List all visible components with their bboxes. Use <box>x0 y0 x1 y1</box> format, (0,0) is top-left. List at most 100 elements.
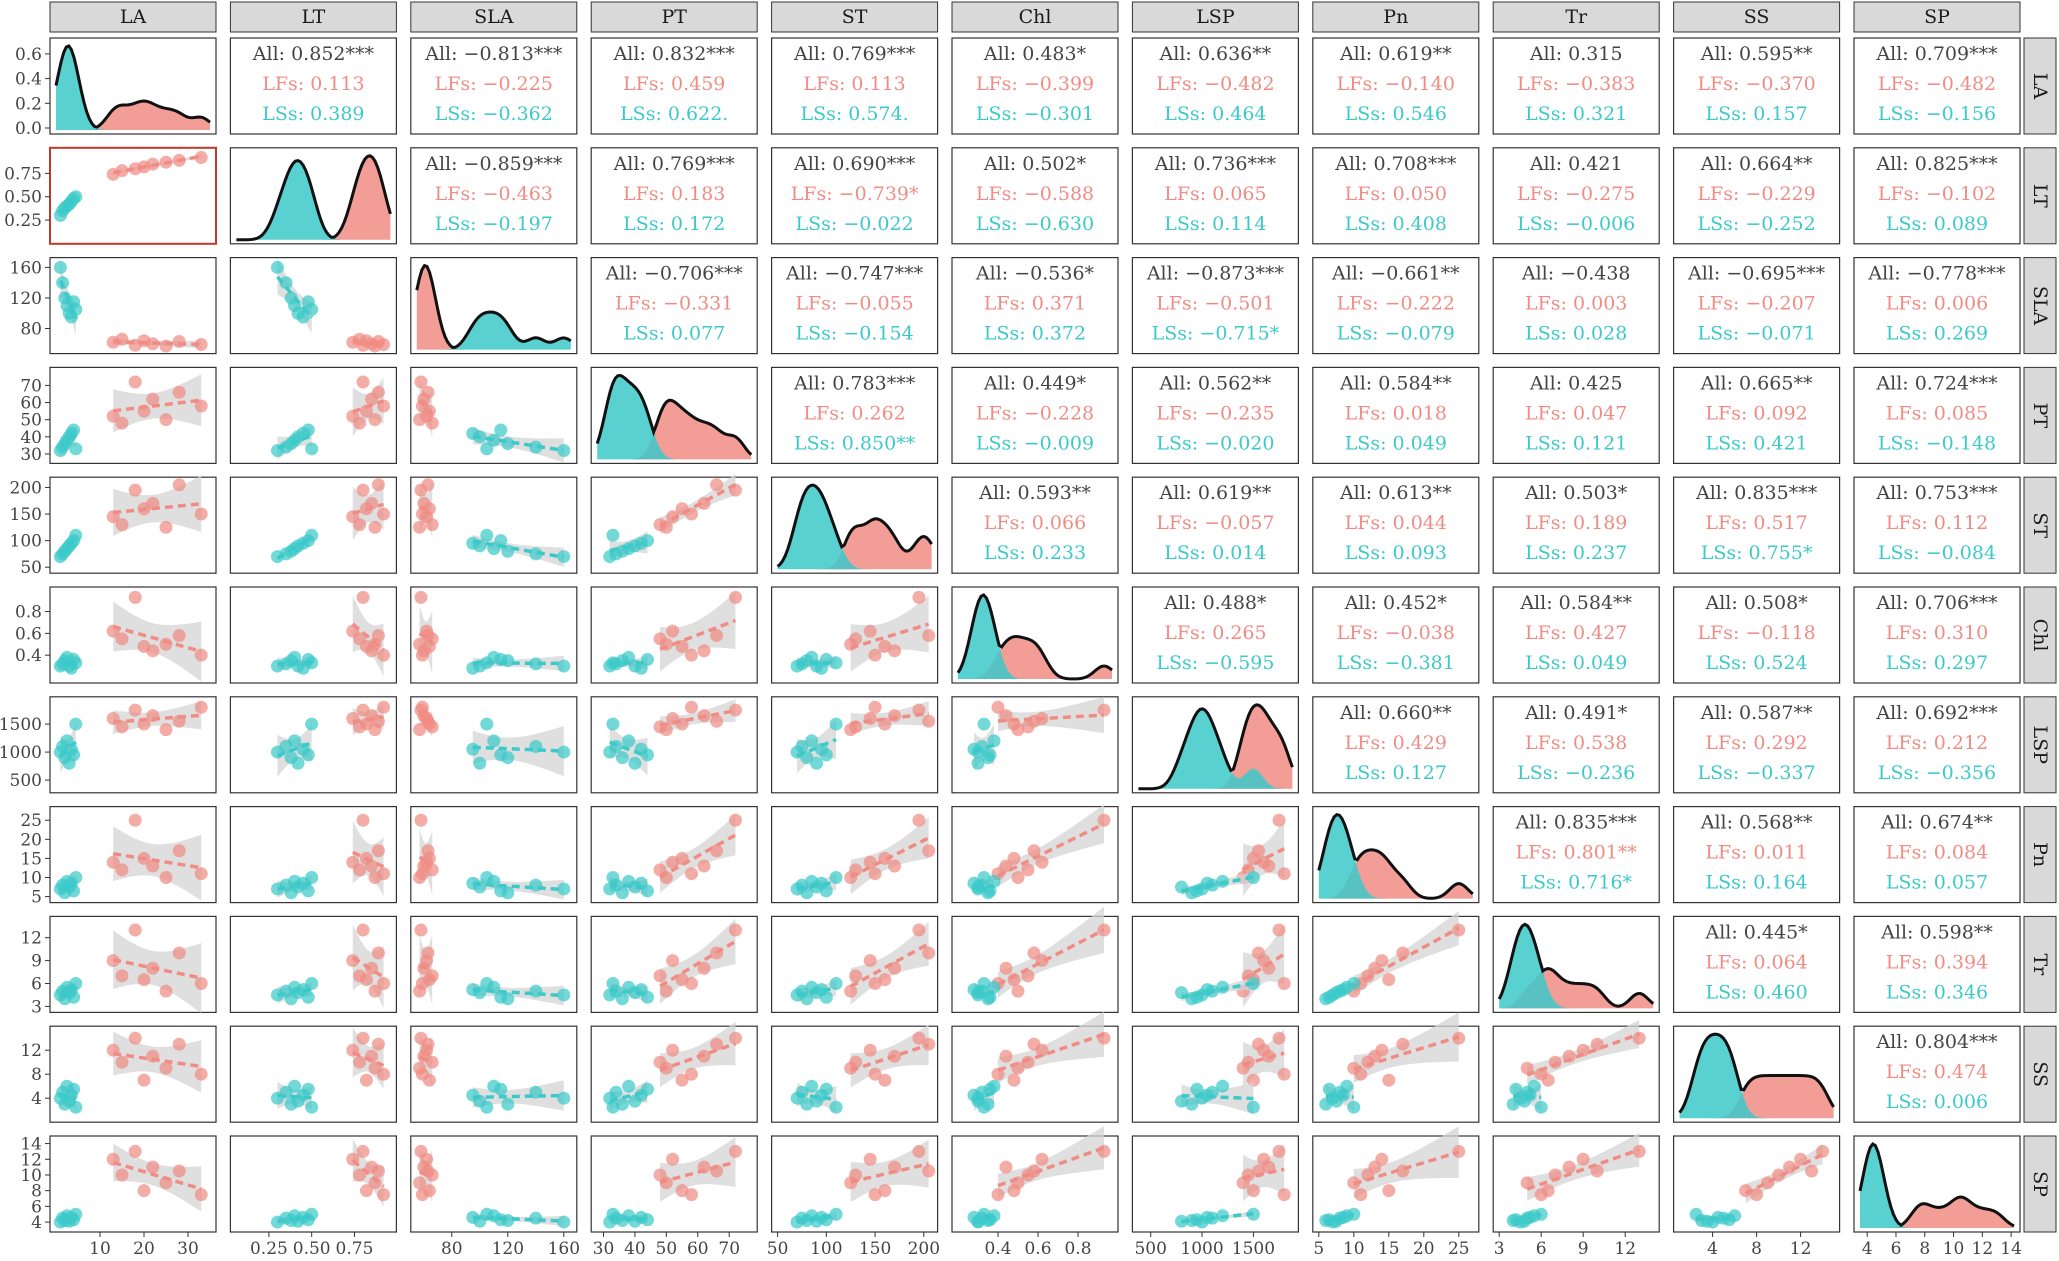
data-point-lfs <box>159 871 173 885</box>
data-point-lss <box>305 1100 319 1114</box>
data-point-lfs <box>415 700 429 714</box>
y-tick-label-la: 0.2 <box>15 94 42 114</box>
data-point-lfs <box>356 483 370 497</box>
data-point-lss <box>805 1079 819 1093</box>
data-point-lss <box>640 534 654 548</box>
data-point-lss <box>279 276 293 290</box>
data-point-lfs <box>844 637 858 651</box>
panel-pt-lsp: All: 0.562** LFs: −0.235 LSs: −0.020 <box>1131 366 1300 464</box>
corr-all-coef: All: 0.783*** <box>793 372 916 394</box>
data-point-lfs <box>371 844 385 858</box>
data-point-lss <box>967 1088 981 1102</box>
data-point-lfs <box>115 969 129 983</box>
corr-all-coef: All: 0.421 <box>1529 153 1623 175</box>
panel-ss-st <box>770 1024 939 1123</box>
data-point-lss <box>67 423 81 437</box>
y-tick-label-pt: 40 <box>20 428 42 448</box>
data-point-lss <box>819 748 833 762</box>
y-tick-label-st: 50 <box>20 558 42 578</box>
fit-line-lfs <box>659 939 737 988</box>
panel-st-ss: All: 0.835*** LFs: 0.517 LSs: 0.755* <box>1672 476 1841 574</box>
corr-all-coef: All: 0.664** <box>1700 153 1813 175</box>
panel-frame <box>1312 696 1480 794</box>
corr-lfs-coef: LFs: −0.501 <box>1156 293 1274 315</box>
data-point-lss <box>480 717 494 731</box>
data-point-lss <box>609 1085 623 1099</box>
data-point-lfs <box>659 723 673 737</box>
confidence-band-lfs <box>1353 1126 1459 1199</box>
data-point-lss <box>977 976 991 990</box>
data-point-lfs <box>675 639 689 653</box>
panel-ss-pt <box>590 1021 758 1123</box>
x-tick-label-la: 30 <box>177 1239 199 1259</box>
fit-line-lfs <box>1242 952 1286 982</box>
panel-sp-pt <box>590 1135 758 1233</box>
data-point-lfs <box>697 1049 711 1063</box>
panel-pn-pt <box>590 805 758 904</box>
panel-sla-ss: All: −0.695*** LFs: −0.207 LSs: −0.071 <box>1672 257 1841 355</box>
data-point-lfs <box>377 1188 391 1202</box>
corr-lfs-coef: LFs: −0.102 <box>1878 183 1996 205</box>
corr-lfs-coef: LFs: 0.018 <box>1345 402 1447 424</box>
data-point-lfs <box>414 813 428 827</box>
data-point-lfs <box>365 1049 379 1063</box>
panel-frame <box>1672 366 1841 464</box>
corr-lss-coef: LSs: −0.156 <box>1878 103 1996 125</box>
y-tick-label-chl: 0.8 <box>15 603 42 623</box>
density-lss <box>597 375 752 460</box>
data-point-lfs <box>1576 1043 1590 1057</box>
data-point-lfs <box>1396 1164 1410 1178</box>
data-point-lss <box>1336 983 1350 997</box>
panel-lsp-lt <box>229 696 397 794</box>
data-point-lss <box>606 1207 620 1221</box>
data-point-lfs <box>878 1184 892 1198</box>
data-point-lfs <box>137 1073 151 1087</box>
data-point-lss <box>1246 1100 1260 1114</box>
data-point-lss <box>557 1215 571 1229</box>
x-tick-label-sp: 12 <box>1972 1239 1994 1259</box>
y-tick-label-tr: 6 <box>31 974 42 994</box>
corr-all-coef: All: −0.873*** <box>1146 263 1285 285</box>
data-point-lss <box>1200 1088 1214 1102</box>
panel-tr-sla <box>410 915 578 1014</box>
panel-sp-pn <box>1312 1126 1480 1233</box>
panel-pn-sp: All: 0.674** LFs: 0.084 LSs: 0.057 <box>1853 805 2021 904</box>
x-tick-label-st: 100 <box>810 1239 842 1259</box>
corr-lfs-coef: LFs: 0.011 <box>1705 842 1807 864</box>
data-point-lss <box>829 1100 843 1114</box>
panel-frame <box>1492 366 1660 464</box>
corr-all-coef: All: 0.835*** <box>1695 482 1818 504</box>
panel-frame <box>1672 805 1841 904</box>
column-label-pt: PT <box>661 6 687 28</box>
panel-la-sp: All: 0.709*** LFs: −0.482 LSs: −0.156 <box>1853 37 2021 135</box>
density-lfs <box>597 400 752 460</box>
data-point-lss <box>800 1097 814 1111</box>
panel-frame <box>590 147 758 245</box>
data-point-lss <box>1175 1094 1189 1108</box>
data-point-lss <box>301 884 315 898</box>
corr-lss-coef: LSs: −0.236 <box>1517 762 1635 784</box>
y-tick-label-sp: 4 <box>31 1213 42 1233</box>
panel-frame <box>1853 147 2021 245</box>
data-point-lss <box>480 528 494 542</box>
corr-all-coef: All: 0.598** <box>1880 921 1993 943</box>
density-lss <box>1318 814 1473 899</box>
corr-lss-coef: LSs: 0.014 <box>1164 542 1266 564</box>
column-strip-pt <box>590 1 758 33</box>
data-point-lss <box>53 260 67 274</box>
density-outline <box>776 483 933 568</box>
data-point-lfs <box>371 478 385 492</box>
data-point-lfs <box>999 1160 1013 1174</box>
panel-frame <box>1312 366 1480 464</box>
data-point-lss <box>1534 1100 1548 1114</box>
density-lss <box>1679 1034 1834 1119</box>
panel-lsp-tr: All: 0.491* LFs: 0.538 LSs: −0.236 <box>1492 696 1660 794</box>
data-point-lss <box>494 884 508 898</box>
data-point-lfs <box>359 1073 373 1087</box>
corr-lss-coef: LSs: 0.237 <box>1525 542 1627 564</box>
panel-frame <box>229 37 397 135</box>
corr-lss-coef: LSs: 0.408 <box>1345 213 1447 235</box>
data-point-lss <box>466 983 480 997</box>
data-point-lfs <box>146 392 160 406</box>
